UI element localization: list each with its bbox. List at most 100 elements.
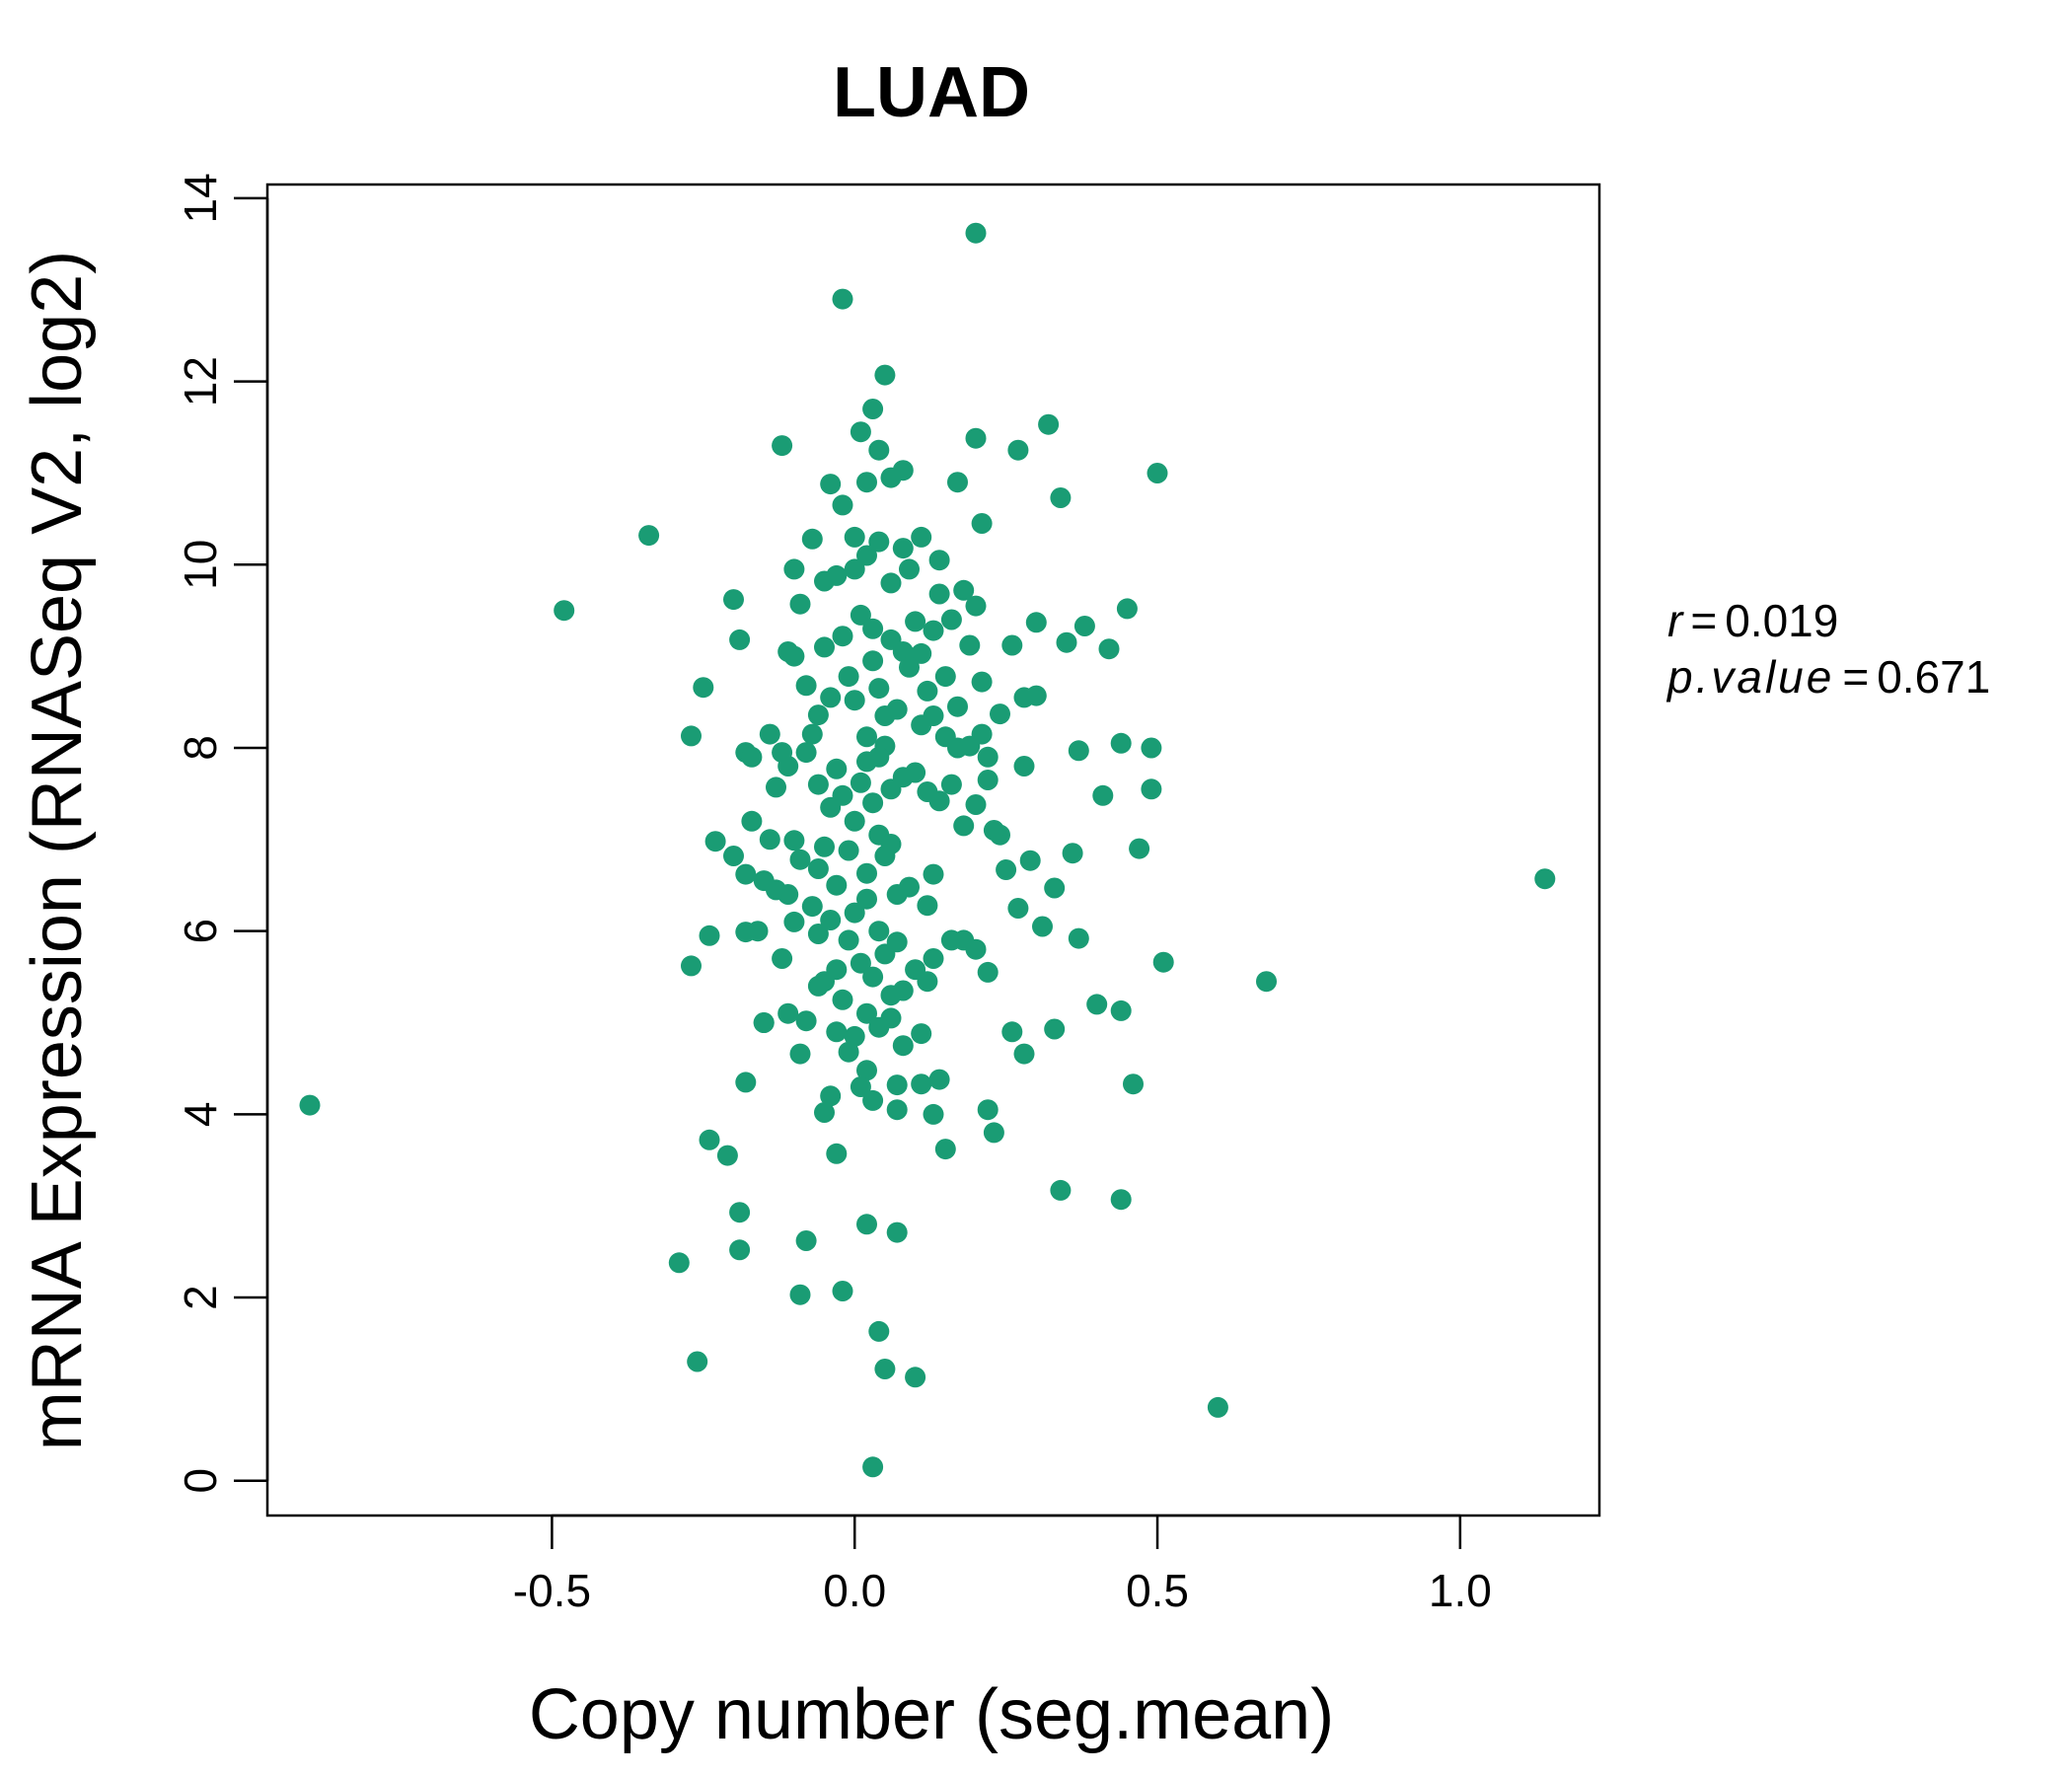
data-point (838, 929, 859, 951)
data-point (807, 774, 829, 795)
p-value-label: p.value (1665, 651, 1834, 703)
data-point (814, 1102, 835, 1123)
data-point (880, 572, 902, 594)
data-point (1141, 737, 1162, 759)
data-point (965, 595, 987, 617)
data-point (965, 222, 987, 244)
data-point (862, 650, 884, 672)
data-point (826, 959, 848, 981)
data-point (868, 921, 890, 942)
data-point (923, 863, 944, 885)
data-point (899, 656, 920, 678)
data-point (699, 1129, 720, 1150)
data-point (783, 911, 805, 932)
data-point (862, 966, 884, 988)
data-point (1116, 598, 1138, 620)
data-point (934, 726, 956, 748)
data-point (965, 938, 987, 960)
data-point (729, 1202, 751, 1223)
y-axis: 0 2 4 6 8 10 12 14 (175, 173, 269, 1494)
data-point (783, 830, 805, 851)
data-point (1032, 916, 1053, 937)
data-point (983, 820, 1004, 841)
p-value-value: 0.671 (1877, 651, 1990, 703)
y-tick-label: 6 (175, 919, 226, 944)
data-point (934, 666, 956, 688)
data-point (940, 774, 962, 795)
data-point (892, 767, 914, 788)
data-point (844, 1025, 865, 1047)
data-point (820, 910, 842, 930)
data-point (844, 810, 865, 832)
data-point (772, 435, 793, 457)
y-axis-label: mRNA Expression (RNASeq V2, log2) (18, 251, 97, 1450)
data-point (554, 600, 575, 622)
data-point (807, 924, 829, 944)
data-point (795, 1010, 817, 1032)
data-point (789, 849, 811, 870)
data-point (868, 1016, 890, 1038)
data-point (741, 810, 763, 832)
data-point (299, 1094, 321, 1116)
data-point (862, 792, 884, 814)
data-point (911, 1023, 932, 1045)
data-point (1013, 756, 1035, 777)
data-point (1141, 778, 1162, 800)
data-point (759, 723, 780, 745)
data-point (911, 1073, 932, 1095)
data-point (977, 770, 999, 790)
data-point (668, 1252, 690, 1274)
data-point (1013, 687, 1035, 708)
data-point (1001, 634, 1023, 656)
x-axis: -0.5 0.0 0.5 1.0 (513, 1514, 1492, 1616)
data-point (820, 687, 842, 708)
data-point (850, 421, 871, 443)
data-point (1098, 638, 1120, 660)
data-point (850, 772, 871, 793)
data-point (832, 288, 853, 310)
data-point (783, 558, 805, 580)
data-point (807, 858, 829, 879)
data-point (1256, 971, 1277, 993)
data-point (1092, 784, 1114, 806)
data-point (1534, 868, 1556, 890)
data-point (862, 399, 884, 419)
data-point (807, 704, 829, 726)
data-point (911, 526, 932, 548)
data-point (716, 1145, 738, 1166)
data-point (844, 558, 865, 580)
data-point (977, 961, 999, 983)
data-point (862, 1456, 884, 1478)
data-point (1110, 1189, 1132, 1211)
y-tick-label: 2 (175, 1285, 226, 1310)
data-point (923, 1103, 944, 1125)
y-tick-label: 10 (175, 540, 226, 590)
data-point (1129, 838, 1150, 859)
data-point (905, 1367, 926, 1388)
data-point (886, 1221, 908, 1243)
data-point (928, 550, 950, 571)
data-point (838, 666, 859, 688)
data-point (996, 859, 1017, 880)
data-point (856, 472, 877, 493)
data-point (789, 1043, 811, 1065)
data-point (832, 626, 853, 647)
data-point (801, 896, 823, 918)
data-point (838, 1041, 859, 1063)
data-point (704, 831, 726, 852)
data-point (801, 723, 823, 745)
data-point (1007, 439, 1029, 461)
data-point (1013, 1043, 1035, 1065)
data-point (928, 790, 950, 812)
data-point (832, 784, 853, 806)
data-point (928, 1069, 950, 1090)
data-point (856, 1060, 877, 1081)
data-point (772, 742, 793, 764)
data-point (862, 618, 884, 639)
data-point (766, 777, 786, 798)
data-point (862, 1089, 884, 1111)
data-point (1086, 994, 1108, 1015)
data-point (905, 611, 926, 632)
data-point (844, 902, 865, 924)
data-point (681, 955, 702, 977)
